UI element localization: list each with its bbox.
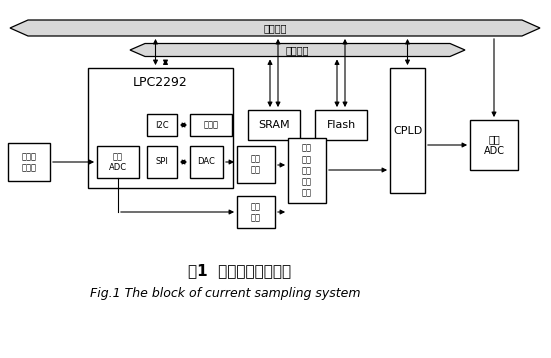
Bar bbox=[97, 146, 139, 178]
Text: I2C: I2C bbox=[155, 121, 169, 130]
Polygon shape bbox=[10, 20, 540, 36]
Text: 电流
阈值: 电流 阈值 bbox=[251, 154, 261, 175]
Text: 图1  电流采集系统框图: 图1 电流采集系统框图 bbox=[188, 263, 291, 279]
Bar bbox=[470, 120, 518, 170]
Text: 片内
ADC: 片内 ADC bbox=[109, 152, 127, 172]
Text: 地址总线: 地址总线 bbox=[263, 23, 287, 33]
Text: 数据总线: 数据总线 bbox=[286, 45, 309, 55]
Bar bbox=[147, 146, 177, 178]
Polygon shape bbox=[130, 44, 465, 57]
Bar bbox=[8, 143, 50, 181]
Text: SRAM: SRAM bbox=[258, 120, 290, 130]
Text: CPLD: CPLD bbox=[393, 126, 422, 135]
Bar bbox=[237, 146, 275, 183]
Bar bbox=[288, 138, 326, 203]
Bar bbox=[88, 68, 233, 188]
Text: 实际
电流: 实际 电流 bbox=[251, 202, 261, 222]
Bar bbox=[147, 114, 177, 136]
Text: SPI: SPI bbox=[155, 158, 169, 166]
Text: 高速
电流
采样
启动
信号: 高速 电流 采样 启动 信号 bbox=[302, 144, 312, 197]
Text: Flash: Flash bbox=[326, 120, 355, 130]
Bar bbox=[190, 114, 232, 136]
Bar bbox=[248, 110, 300, 140]
Text: 止常电
流采集: 止常电 流采集 bbox=[21, 152, 36, 172]
Bar bbox=[237, 196, 275, 228]
Bar bbox=[390, 68, 425, 193]
Text: 实时钟: 实时钟 bbox=[203, 121, 219, 130]
Text: 高速
ADC: 高速 ADC bbox=[483, 134, 505, 156]
Text: LPC2292: LPC2292 bbox=[133, 76, 188, 88]
Text: Fig.1 The block of current sampling system: Fig.1 The block of current sampling syst… bbox=[90, 287, 360, 300]
Bar bbox=[190, 146, 223, 178]
Bar bbox=[315, 110, 367, 140]
Text: DAC: DAC bbox=[198, 158, 215, 166]
